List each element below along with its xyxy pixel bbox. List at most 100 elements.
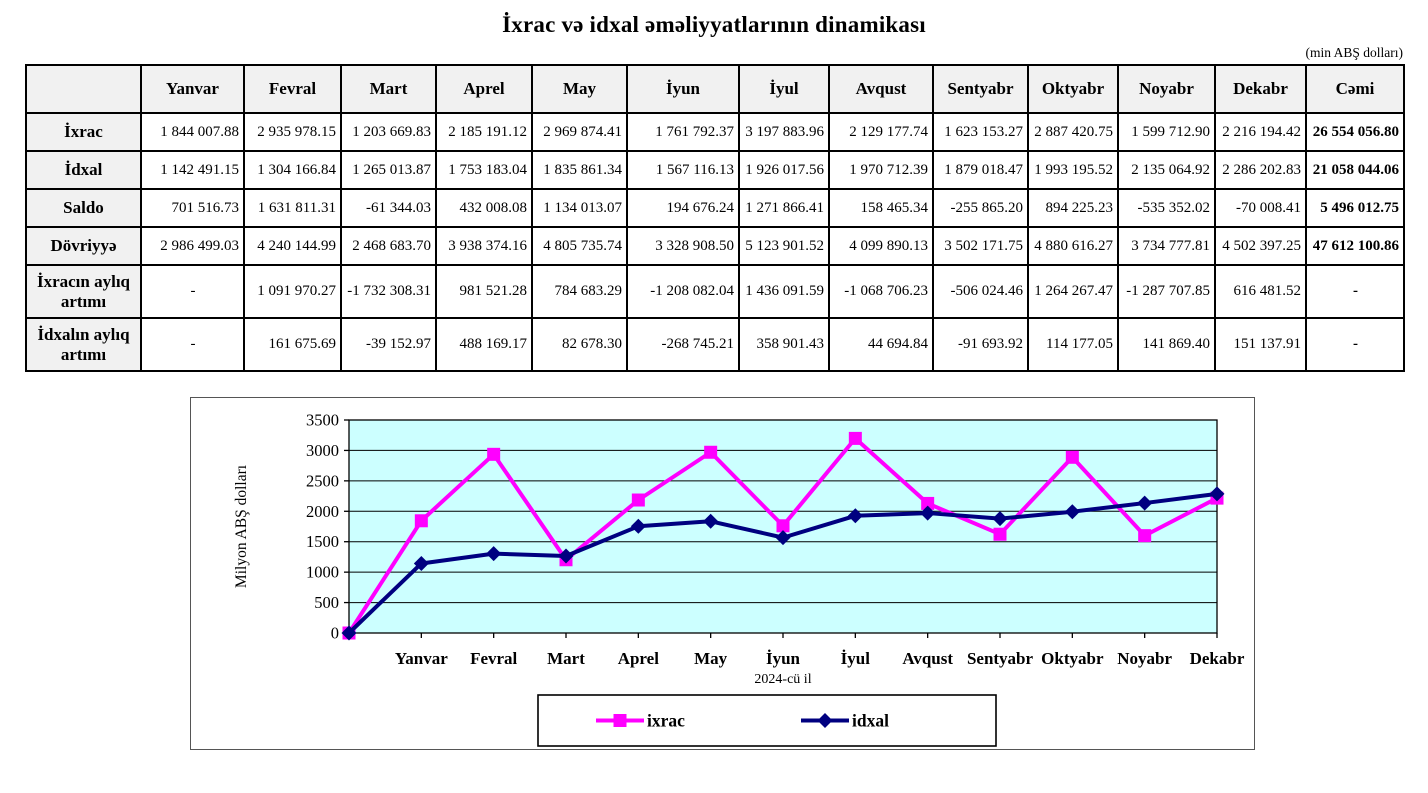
table-cell: 1 631 811.31 xyxy=(243,188,342,228)
table-cell: 5 123 901.52 xyxy=(738,226,830,266)
x-category-label: Dekabr xyxy=(1190,649,1245,668)
row-label: Saldo xyxy=(25,188,142,228)
y-tick-label: 2000 xyxy=(306,502,339,521)
page-title: İxrac və idxal əməliyyatlarının dinamika… xyxy=(502,12,926,37)
legend-marker-idxal xyxy=(817,713,833,728)
legend-marker-ixrac xyxy=(613,714,627,727)
x-category-label: Aprel xyxy=(618,649,660,668)
column-header: İyul xyxy=(738,64,830,114)
table-cell: -1 287 707.85 xyxy=(1117,264,1216,319)
y-tick-label: 2500 xyxy=(306,471,339,490)
data-table: Yanvar Fevral Mart Aprel May İyun İyul Avqust Se… xyxy=(25,64,1405,372)
table-cell: 158 465.34 xyxy=(828,188,934,228)
idxal-marker xyxy=(992,511,1008,527)
table-cell: 1 753 183.04 xyxy=(435,150,533,190)
table-cell: 784 683.29 xyxy=(531,264,628,319)
table-cell: 3 328 908.50 xyxy=(626,226,740,266)
x-category-label: Yanvar xyxy=(395,649,448,668)
ixrac-marker xyxy=(631,493,645,507)
idxal-marker xyxy=(558,548,574,564)
corner-cell xyxy=(25,64,142,114)
ixrac-marker xyxy=(993,527,1007,541)
table-cell: 4 502 397.25 xyxy=(1214,226,1307,266)
table-cell: 1 265 013.87 xyxy=(340,150,437,190)
table-row: Dövriyyə 2 986 499.03 4 240 144.99 2 468 68… xyxy=(25,226,1405,266)
x-category-label: Fevral xyxy=(470,649,517,668)
row-label: İxracın aylıq artımı xyxy=(25,264,142,319)
table-cell: 2 969 874.41 xyxy=(531,112,628,152)
x-category-label: Oktyabr xyxy=(1041,649,1104,668)
ixrac-marker xyxy=(1065,450,1079,464)
row-total-cell: - xyxy=(1305,264,1405,319)
y-tick-label: 0 xyxy=(331,624,339,643)
table-cell: -1 732 308.31 xyxy=(340,264,437,319)
table-row: İxracın aylıq artımı - 1 091 970.27 -1 732 … xyxy=(25,264,1405,319)
column-header: Oktyabr xyxy=(1027,64,1119,114)
table-row: İxrac 1 844 007.88 2 935 978.15 1 203 669.8… xyxy=(25,112,1405,152)
table-cell: 4 099 890.13 xyxy=(828,226,934,266)
table-cell: 1 091 970.27 xyxy=(243,264,342,319)
table-cell: 2 129 177.74 xyxy=(828,112,934,152)
table-cell: 114 177.05 xyxy=(1027,317,1119,372)
table-cell: 82 678.30 xyxy=(531,317,628,372)
x-category-label: Mart xyxy=(547,649,585,668)
table-cell: -1 068 706.23 xyxy=(828,264,934,319)
x-category-label: May xyxy=(694,649,728,668)
x-axis-title: 2024-cü il xyxy=(754,672,811,687)
idxal-marker xyxy=(775,530,791,546)
column-header: Fevral xyxy=(243,64,342,114)
table-cell: -506 024.46 xyxy=(932,264,1029,319)
x-category-label: Avqust xyxy=(902,649,953,668)
table-cell: 981 521.28 xyxy=(435,264,533,319)
idxal-marker xyxy=(413,555,429,571)
row-total-cell: - xyxy=(1305,317,1405,372)
idxal-marker xyxy=(703,513,719,529)
unit-note: (min ABŞ dolları) xyxy=(1305,45,1404,60)
idxal-marker xyxy=(1209,486,1225,502)
table-cell: -91 693.92 xyxy=(932,317,1029,372)
table-cell: 4 805 735.74 xyxy=(531,226,628,266)
x-category-label: Sentyabr xyxy=(967,649,1034,668)
table-cell: 1 134 013.07 xyxy=(531,188,628,228)
y-tick-label: 3500 xyxy=(306,411,339,430)
table-cell: 3 734 777.81 xyxy=(1117,226,1216,266)
table-cell: 1 567 116.13 xyxy=(626,150,740,190)
column-header: İyun xyxy=(626,64,740,114)
table-cell: 3 197 883.96 xyxy=(738,112,830,152)
column-header: Dekabr xyxy=(1214,64,1307,114)
ixrac-marker xyxy=(921,496,935,510)
table-cell: 2 935 978.15 xyxy=(243,112,342,152)
table-cell: -255 865.20 xyxy=(932,188,1029,228)
table-row: Saldo 701 516.73 1 631 811.31 -61 344.03 432… xyxy=(25,188,1405,228)
column-header: Aprel xyxy=(435,64,533,114)
idxal-marker xyxy=(920,505,936,521)
table-cell: - xyxy=(140,317,245,372)
chart-svg: 0 500 1000 1500 2000 2500 3000 3500 Yanvar Fevral… xyxy=(233,411,1245,747)
table-cell: 616 481.52 xyxy=(1214,264,1307,319)
table-cell: 1 599 712.90 xyxy=(1117,112,1216,152)
table-cell: -535 352.02 xyxy=(1117,188,1216,228)
y-tick-label: 3000 xyxy=(306,441,339,460)
x-category-label: İyun xyxy=(766,649,801,668)
table-cell: 1 835 861.34 xyxy=(531,150,628,190)
ixrac-marker xyxy=(487,447,501,461)
table-cell: -70 008.41 xyxy=(1214,188,1307,228)
ixrac-marker xyxy=(704,445,718,459)
row-label: İdxalın aylıq artımı xyxy=(25,317,142,372)
table-cell: 1 264 267.47 xyxy=(1027,264,1119,319)
y-tick-label: 1500 xyxy=(306,532,339,551)
y-axis-title: Milyon ABŞ dolları xyxy=(233,464,250,588)
table-cell: 1 271 866.41 xyxy=(738,188,830,228)
table-cell: 1 203 669.83 xyxy=(340,112,437,152)
table-cell: 701 516.73 xyxy=(140,188,245,228)
row-total-cell: 21 058 044.06 xyxy=(1305,150,1405,190)
table-cell: 2 286 202.83 xyxy=(1214,150,1307,190)
table-cell: -268 745.21 xyxy=(626,317,740,372)
table-cell: 1 844 007.88 xyxy=(140,112,245,152)
table-header: Yanvar Fevral Mart Aprel May İyun İyul Avqust Se… xyxy=(25,64,1405,114)
table-cell: 488 169.17 xyxy=(435,317,533,372)
table-cell: 141 869.40 xyxy=(1117,317,1216,372)
table-cell: 2 216 194.42 xyxy=(1214,112,1307,152)
table-cell: 1 970 712.39 xyxy=(828,150,934,190)
row-total-cell: 26 554 056.80 xyxy=(1305,112,1405,152)
